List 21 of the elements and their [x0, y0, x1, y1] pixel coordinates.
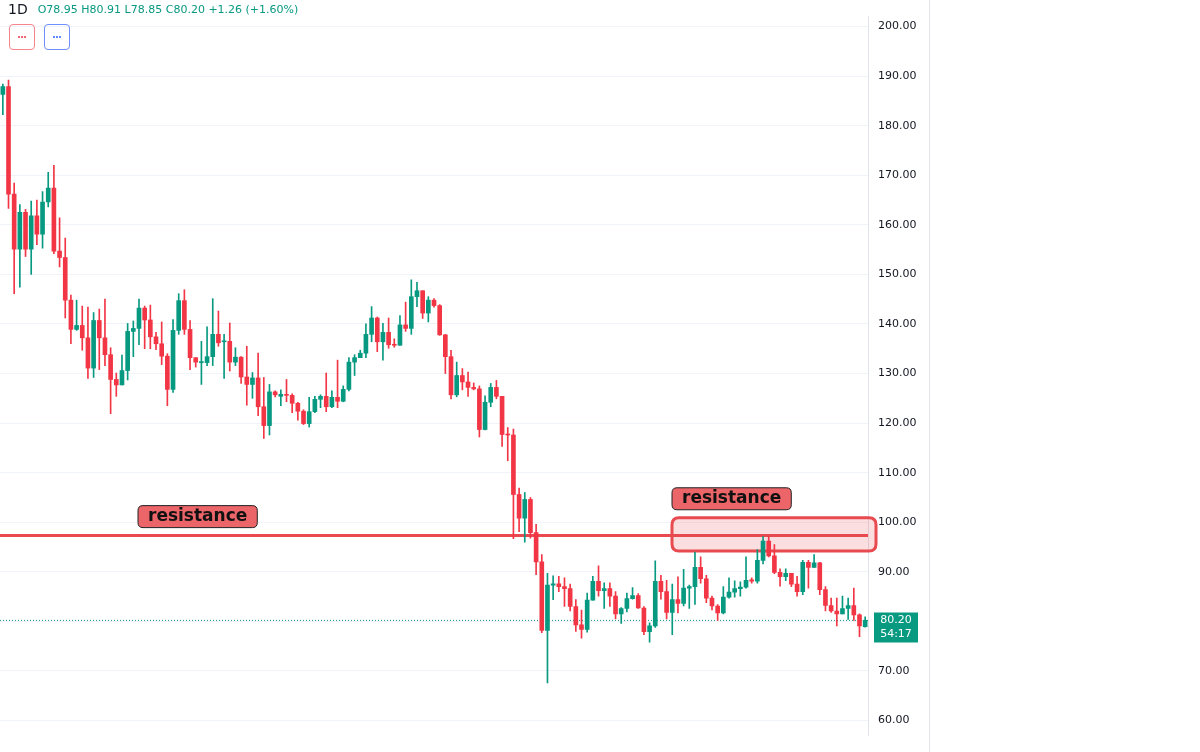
y-tick-label: 170.00	[878, 168, 917, 182]
y-tick-label: 140.00	[878, 316, 917, 330]
y-tick-label: 70.00	[878, 663, 910, 677]
y-tick-label: 180.00	[878, 118, 917, 132]
y-tick-label: 130.00	[878, 366, 917, 380]
y-tick-label: 100.00	[878, 515, 917, 529]
text: O78.95 H80.91 L78.85 C80.20 +1.26 (+1.60%)	[37, 2, 299, 16]
text: 54:17	[880, 627, 912, 641]
candlestick	[749, 577, 755, 584]
y-tick-label: 160.00	[878, 217, 917, 231]
y-tick-label: 60.00	[878, 713, 910, 727]
y-tick-label: 90.00	[878, 564, 910, 578]
y-tick-label: 150.00	[878, 267, 917, 281]
y-tick-label: 200.00	[878, 19, 917, 33]
y-tick-label: 110.00	[878, 465, 917, 479]
ref-line-label: resistance	[148, 505, 248, 526]
ref-line-label: 80.20	[880, 613, 912, 627]
chart-title: 1D	[8, 1, 28, 17]
y-tick-label: 120.00	[878, 415, 917, 429]
y-tick-label: 190.00	[878, 68, 917, 82]
band-label: resistance	[682, 487, 782, 508]
